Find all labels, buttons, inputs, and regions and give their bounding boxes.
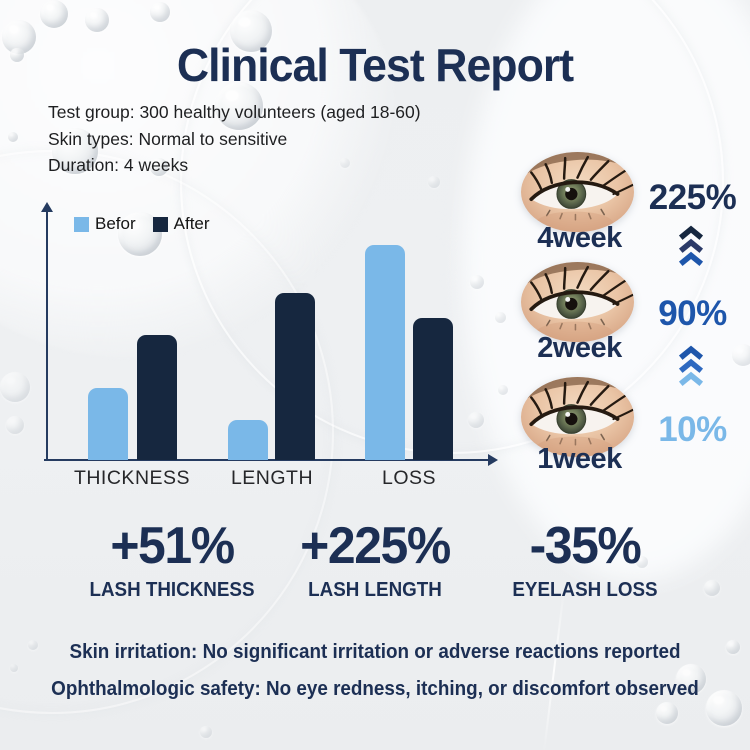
x-axis: [44, 459, 490, 461]
percent-2week: 90%: [658, 294, 727, 333]
stat-value: +51%: [110, 517, 235, 575]
y-axis-arrow-icon: [41, 202, 53, 212]
safety-note-skin: Skin irritation: No significant irritati…: [69, 640, 681, 663]
week-label-2week: 2week: [537, 332, 622, 364]
safety-note-eye: Ophthalmologic safety: No eye redness, i…: [51, 677, 699, 700]
bar-before-length: [228, 420, 268, 460]
after-swatch: [152, 216, 168, 232]
stat-label: LASH THICKNESS: [89, 579, 255, 601]
x-axis-arrow-icon: [488, 454, 498, 466]
page-title: Clinical Test Report: [176, 39, 574, 91]
test-info-duration: Duration: 4 weeks: [48, 155, 189, 175]
test-info-group: Test group: 300 healthy volunteers (aged…: [48, 102, 421, 122]
stat-lash-length: +225% LASH LENGTH: [255, 516, 495, 602]
category-label-loss: LOSS: [381, 467, 437, 489]
percent-1week: 10%: [658, 410, 727, 449]
stat-label: EYELASH LOSS: [512, 579, 658, 601]
legend-item-after: After: [152, 214, 210, 234]
bar-after-length: [275, 292, 315, 460]
legend-item-before: Befor: [74, 214, 136, 234]
stat-value: -35%: [529, 517, 642, 575]
bar-before-loss: [365, 245, 405, 460]
background-streak: [542, 588, 566, 750]
week-label-4week: 4week: [537, 222, 622, 254]
y-axis: [46, 211, 48, 460]
test-info: Test group: 300 healthy volunteers (aged…: [48, 99, 421, 179]
eye-photo-4week: [521, 152, 634, 232]
category-label-length: LENGTH: [230, 467, 314, 489]
week-label-1week: 1week: [537, 443, 622, 475]
legend-label-after: After: [173, 214, 210, 233]
triple-chevron-up-icon: [678, 225, 704, 266]
legend-label-before: Befor: [95, 214, 136, 233]
percent-4week: 225%: [648, 178, 737, 217]
test-info-skin-types: Skin types: Normal to sensitive: [48, 128, 288, 149]
bar-after-loss: [413, 317, 453, 460]
stat-label: LASH LENGTH: [308, 579, 442, 601]
stat-eyelash-loss: -35% EYELASH LOSS: [465, 516, 705, 602]
category-label-thickness: THICKNESS: [73, 467, 191, 489]
before-swatch: [74, 216, 89, 232]
bar-before-thickness: [88, 387, 128, 460]
chart-legend: Befor After: [74, 214, 210, 234]
eye-photo-2week: [521, 262, 634, 342]
stat-value: +225%: [300, 517, 451, 575]
bar-after-thickness: [137, 335, 177, 460]
triple-chevron-up-icon: [678, 345, 704, 386]
stat-lash-thickness: +51% LASH THICKNESS: [52, 516, 292, 602]
